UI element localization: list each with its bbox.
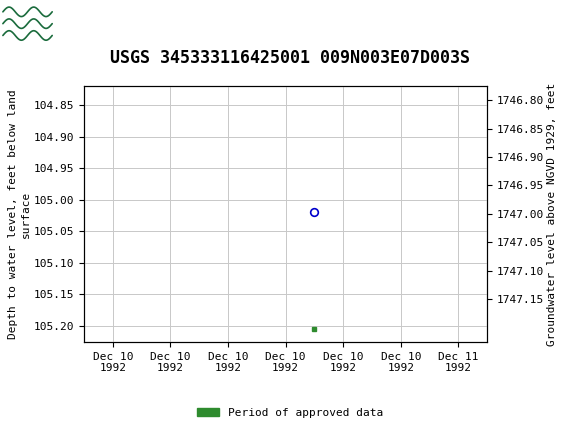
Text: USGS 345333116425001 009N003E07D003S: USGS 345333116425001 009N003E07D003S — [110, 49, 470, 68]
Y-axis label: Depth to water level, feet below land
surface: Depth to water level, feet below land su… — [8, 89, 31, 339]
Text: USGS: USGS — [58, 15, 113, 33]
Y-axis label: Groundwater level above NGVD 1929, feet: Groundwater level above NGVD 1929, feet — [547, 82, 557, 346]
Legend: Period of approved data: Period of approved data — [193, 403, 387, 422]
Bar — [3, 3, 55, 45]
